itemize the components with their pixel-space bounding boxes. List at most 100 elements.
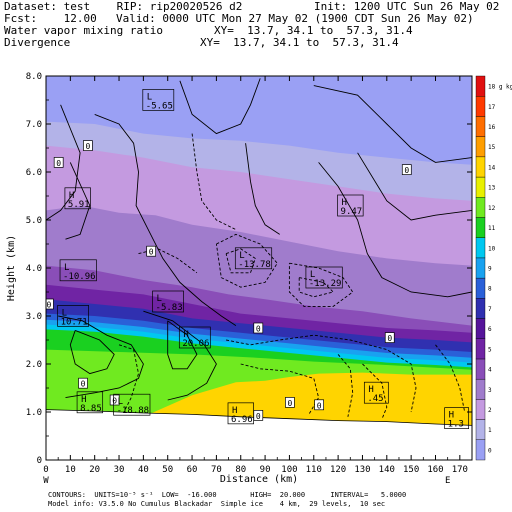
extremum-label: L-5.65 xyxy=(142,89,175,111)
model-info: Model info: V3.5.0 No Cumulus Blackadar … xyxy=(48,500,386,508)
extremum-box xyxy=(59,259,97,282)
extremum-label: H9.47 xyxy=(337,194,364,217)
divergence-contour-negative xyxy=(288,262,354,307)
divergence-contour-positive xyxy=(245,143,280,235)
zero-label-box xyxy=(401,164,412,175)
extremum-box xyxy=(178,326,211,349)
colorbar-swatch xyxy=(475,298,486,319)
x-tick-label: 0 xyxy=(43,465,48,475)
extremum-box xyxy=(113,393,151,416)
field1-xy: XY= 13.7, 34.1 to 57.3, 31.4 xyxy=(214,24,413,37)
divergence-contour-negative xyxy=(337,354,354,417)
extremum-type: L xyxy=(310,270,315,280)
extremum-type: H xyxy=(449,411,454,421)
colorbar-label: 11 xyxy=(488,225,496,232)
extremum-value: -5.65 xyxy=(146,101,173,111)
zero-label-text: 0 xyxy=(288,399,293,408)
zero-label-text: 0 xyxy=(85,142,90,151)
extremum-type: L xyxy=(147,92,152,102)
extremum-box xyxy=(76,391,104,414)
zero-label-box xyxy=(146,245,157,257)
zero-label-text: 0 xyxy=(387,334,392,343)
colorbar-swatch xyxy=(475,318,486,339)
colorbar-swatch xyxy=(475,156,486,178)
extremum-value: -13.29 xyxy=(309,279,342,289)
extremum-type: L xyxy=(157,294,162,304)
zero-label-text: 0 xyxy=(56,159,61,168)
y-tick-label: 7.0 xyxy=(26,120,42,130)
contours-info: CONTOURS: UNITS=10⁻⁵ s⁻¹ LOW= -16.000 HI… xyxy=(48,491,407,499)
extremum-label: H6.96 xyxy=(227,402,254,425)
zero-contour-label: 0 xyxy=(285,397,295,408)
divergence-contour-negative xyxy=(298,277,335,298)
x-tick-label: 70 xyxy=(211,465,222,475)
y-tick-label: 8.0 xyxy=(26,72,42,82)
zero-label-text: 0 xyxy=(256,325,261,334)
extremum-type: H xyxy=(69,191,74,201)
extremum-value: 20.06 xyxy=(182,339,209,349)
colorbar-label: 0 xyxy=(488,447,492,454)
colorbar-label: 7 xyxy=(488,306,492,313)
extremum-label: L-13.78 xyxy=(234,247,273,270)
extremum-value: .45 xyxy=(367,394,383,404)
divergence-contour-negative xyxy=(225,248,256,274)
extremum-value: -5.83 xyxy=(156,303,183,313)
zero-contour-label: 0 xyxy=(314,399,324,410)
zero-label-box xyxy=(285,397,295,408)
colorbar-label: 12 xyxy=(488,205,496,212)
x-tick-label: 80 xyxy=(235,465,246,475)
extremum-type: H xyxy=(81,395,86,405)
x-tick-label: 110 xyxy=(306,465,322,475)
extremum-label: L-13.29 xyxy=(305,266,343,289)
divergence-contour-negative xyxy=(226,334,417,413)
extremum-type: H xyxy=(342,198,347,208)
x-tick-label: 50 xyxy=(162,465,173,475)
zero-contour-label: 0 xyxy=(109,394,120,406)
zero-label-text: 0 xyxy=(47,301,52,310)
zero-contour-label: 0 xyxy=(46,298,54,310)
colorbar-label: 17 xyxy=(488,104,496,111)
extremum-label: L10.71 xyxy=(57,305,89,327)
divergence-contour-negative xyxy=(191,133,237,231)
extremum-label: H5.91 xyxy=(64,187,91,210)
y-tick-label: 3.0 xyxy=(26,312,42,322)
colorbar-swatch xyxy=(475,217,486,238)
colorbar-label: 3 xyxy=(488,387,492,394)
extremum-box xyxy=(305,266,343,289)
extremum-value: -18.88 xyxy=(117,406,150,416)
divergence-contour-positive xyxy=(143,310,217,401)
zero-label-box xyxy=(78,377,88,389)
zero-label-box xyxy=(83,140,93,151)
x-tick-label: 90 xyxy=(260,465,271,475)
colorbar-label: 9 xyxy=(488,266,492,273)
extremum-box xyxy=(444,407,470,429)
extremum-value: 6.96 xyxy=(231,415,253,425)
west-label: W xyxy=(43,476,49,486)
colorbar-swatch xyxy=(475,277,486,299)
zero-label-box xyxy=(46,298,54,310)
colorbar-label: 14 xyxy=(488,164,496,171)
divergence-contour-positive xyxy=(94,113,237,326)
extremum-label: L-18.88 xyxy=(113,393,151,416)
extremum-type: L xyxy=(62,308,67,318)
extremum-type: H xyxy=(232,406,237,416)
zero-label-box xyxy=(109,394,120,406)
colorbar-label: 13 xyxy=(488,185,496,192)
extremum-value: 1.3 xyxy=(448,420,464,430)
extremum-type: L xyxy=(118,397,123,407)
colorbar-label: 10 xyxy=(488,245,496,252)
colorbar-label: 16 xyxy=(488,124,496,131)
x-tick-label: 100 xyxy=(281,465,297,475)
divergence-contour-positive xyxy=(69,329,115,375)
colorbar-swatch xyxy=(475,116,486,137)
x-tick-label: 170 xyxy=(452,465,468,475)
divergence-contour-positive xyxy=(179,78,261,135)
x-tick-label: 40 xyxy=(138,465,149,475)
divergence-contour-positive xyxy=(313,85,472,163)
zero-contour-label: 0 xyxy=(384,332,395,343)
colorbar-label: 2 xyxy=(488,407,492,414)
extremum-value: 9.47 xyxy=(341,207,363,217)
x-tick-label: 160 xyxy=(427,465,443,475)
x-tick-label: 130 xyxy=(354,465,370,475)
